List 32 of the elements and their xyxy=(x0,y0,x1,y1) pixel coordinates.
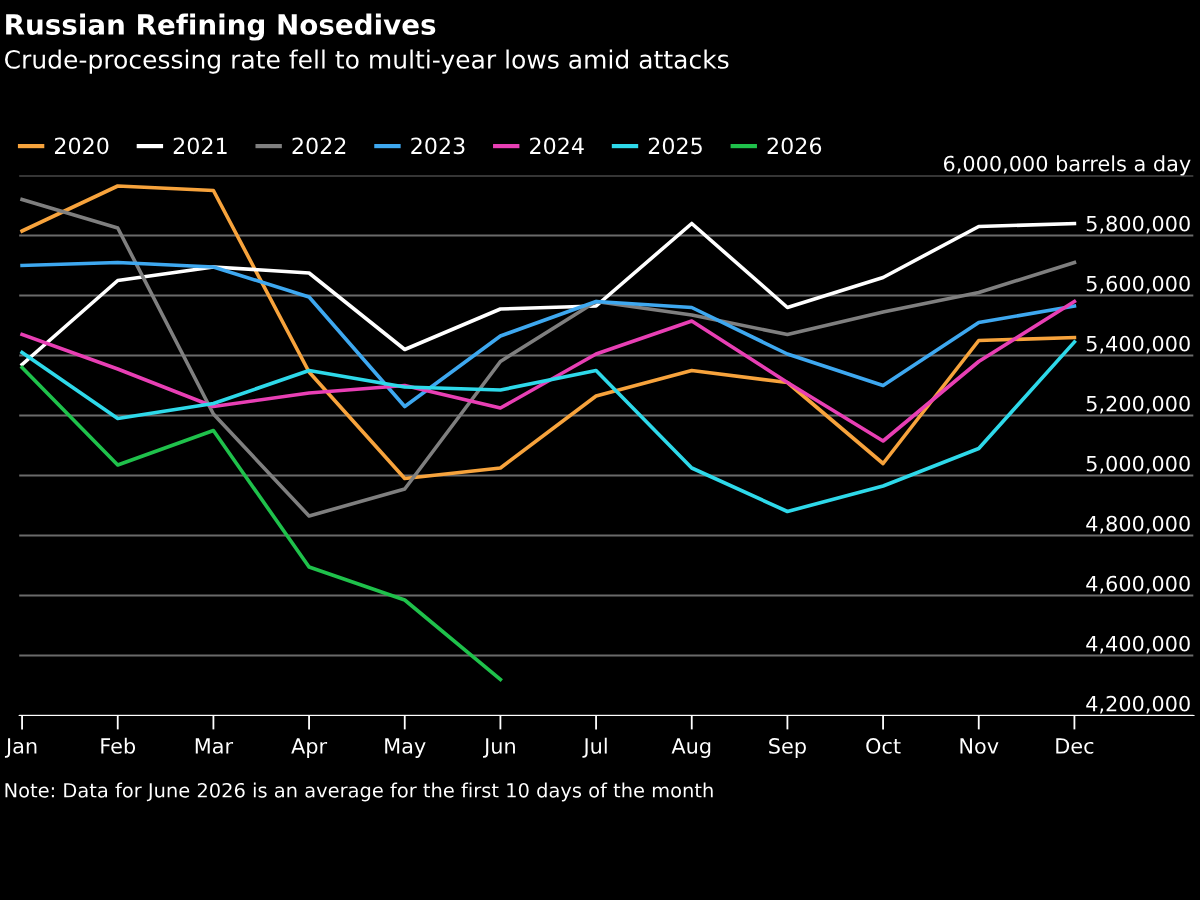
x-tick-label: May xyxy=(385,738,426,758)
y-tick-label: 5,000,000 xyxy=(1086,455,1190,474)
x-tick-label: Dec xyxy=(1056,738,1094,754)
y-tick-label: 4,800,000 xyxy=(1086,515,1190,534)
x-tick-label: Apr xyxy=(291,738,328,758)
legend-label: 2020 xyxy=(54,137,109,155)
x-tick-label: Sep xyxy=(769,738,806,758)
legend-label: 2023 xyxy=(411,137,465,155)
x-tick-label: Aug xyxy=(671,738,711,758)
x-tick-label: Jan xyxy=(4,738,37,758)
legend-label: 2025 xyxy=(648,137,702,155)
x-tick-label: Oct xyxy=(866,738,901,754)
y-tick-label: 5,600,000 xyxy=(1086,275,1190,294)
x-tick-label: Jul xyxy=(582,737,607,758)
text: Note: Data for June 2026 is an average for the first 10 days of the month xyxy=(5,782,713,802)
x-tick-label: Mar xyxy=(195,738,234,754)
chart-subtitle: Crude-processing rate fell to multi-year lows amid attacks xyxy=(5,49,729,74)
legend-label: 2024 xyxy=(530,137,584,155)
y-tick-label: 4,600,000 xyxy=(1086,575,1190,594)
legend-label: 2021 xyxy=(173,137,227,155)
y-tick-label: 5,800,000 xyxy=(1086,215,1190,234)
y-tick-label: 6,000,000 barrels a day xyxy=(943,155,1191,176)
x-tick-label: Feb xyxy=(101,737,136,754)
x-tick-label: Jun xyxy=(483,738,515,758)
legend-label: 2026 xyxy=(767,137,822,155)
legend-label: 2022 xyxy=(292,137,346,155)
x-tick-label: Nov xyxy=(960,738,999,754)
y-tick-label: 4,400,000 xyxy=(1086,635,1190,654)
y-tick-label: 5,200,000 xyxy=(1086,395,1190,414)
y-tick-label: 5,400,000 xyxy=(1086,335,1190,354)
y-tick-label: 4,200,000 xyxy=(1086,695,1190,714)
chart-title: Russian Refining Nosedives xyxy=(6,13,436,41)
